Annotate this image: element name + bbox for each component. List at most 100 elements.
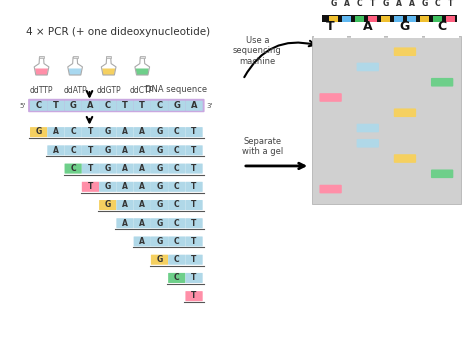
FancyBboxPatch shape xyxy=(185,145,203,155)
FancyBboxPatch shape xyxy=(168,200,185,210)
Text: G: G xyxy=(36,127,42,136)
Text: C: C xyxy=(174,200,180,209)
FancyBboxPatch shape xyxy=(185,255,203,265)
Text: C: C xyxy=(174,127,180,136)
Text: C: C xyxy=(105,102,111,110)
FancyBboxPatch shape xyxy=(134,145,151,155)
Text: T: T xyxy=(88,164,93,173)
Bar xyxy=(140,56,145,58)
FancyBboxPatch shape xyxy=(394,47,416,56)
FancyBboxPatch shape xyxy=(356,62,379,71)
FancyBboxPatch shape xyxy=(151,182,168,192)
Text: T: T xyxy=(191,292,197,300)
FancyBboxPatch shape xyxy=(151,255,168,265)
Text: G: G xyxy=(383,0,389,8)
FancyBboxPatch shape xyxy=(134,101,151,111)
FancyBboxPatch shape xyxy=(82,101,99,111)
Text: C: C xyxy=(70,127,76,136)
Text: T: T xyxy=(88,182,93,191)
Text: A: A xyxy=(122,146,128,155)
PathPatch shape xyxy=(102,68,115,75)
FancyBboxPatch shape xyxy=(185,200,203,210)
FancyBboxPatch shape xyxy=(185,182,203,192)
Text: G: G xyxy=(105,164,111,173)
FancyBboxPatch shape xyxy=(151,101,168,111)
FancyBboxPatch shape xyxy=(30,127,47,137)
Text: T: T xyxy=(191,273,197,282)
Bar xyxy=(322,15,457,22)
FancyBboxPatch shape xyxy=(168,127,185,137)
FancyBboxPatch shape xyxy=(116,182,134,192)
Bar xyxy=(314,27,347,38)
Text: G: G xyxy=(331,0,337,8)
FancyBboxPatch shape xyxy=(116,163,134,174)
Bar xyxy=(388,27,422,38)
Text: G: G xyxy=(156,255,163,264)
Text: A: A xyxy=(139,182,145,191)
FancyBboxPatch shape xyxy=(134,237,151,246)
FancyBboxPatch shape xyxy=(99,200,116,210)
Bar xyxy=(342,16,351,22)
Text: Separate
with a gel: Separate with a gel xyxy=(242,137,283,156)
FancyBboxPatch shape xyxy=(319,93,342,102)
FancyBboxPatch shape xyxy=(134,218,151,228)
FancyArrowPatch shape xyxy=(244,41,315,77)
Text: T: T xyxy=(191,255,197,264)
FancyBboxPatch shape xyxy=(99,127,116,137)
FancyBboxPatch shape xyxy=(116,218,134,228)
FancyBboxPatch shape xyxy=(151,218,168,228)
Text: T: T xyxy=(191,182,197,191)
Text: G: G xyxy=(156,237,163,246)
FancyBboxPatch shape xyxy=(185,291,203,301)
FancyBboxPatch shape xyxy=(168,101,185,111)
Text: ddCTP: ddCTP xyxy=(130,86,155,95)
Text: T: T xyxy=(191,237,197,246)
Text: A: A xyxy=(409,0,414,8)
Text: G: G xyxy=(156,219,163,228)
Text: T: T xyxy=(191,200,197,209)
Text: T: T xyxy=(191,127,197,136)
Text: T: T xyxy=(139,102,145,110)
FancyBboxPatch shape xyxy=(151,127,168,137)
FancyBboxPatch shape xyxy=(116,200,134,210)
Text: G: G xyxy=(173,102,180,110)
Text: C: C xyxy=(174,255,180,264)
Text: G: G xyxy=(105,146,111,155)
FancyBboxPatch shape xyxy=(356,124,379,132)
FancyBboxPatch shape xyxy=(82,127,99,137)
Text: ddGTP: ddGTP xyxy=(96,86,121,95)
Bar xyxy=(39,56,44,58)
FancyBboxPatch shape xyxy=(168,273,185,283)
FancyBboxPatch shape xyxy=(168,218,185,228)
Text: C: C xyxy=(435,0,440,8)
FancyBboxPatch shape xyxy=(394,108,416,117)
FancyBboxPatch shape xyxy=(47,127,64,137)
Bar xyxy=(73,56,78,58)
Text: G: G xyxy=(156,200,163,209)
Bar xyxy=(394,16,403,22)
Text: C: C xyxy=(357,0,363,8)
Text: A: A xyxy=(191,102,197,110)
Text: C: C xyxy=(174,237,180,246)
Text: C: C xyxy=(174,146,180,155)
Text: T: T xyxy=(191,146,197,155)
Bar xyxy=(426,27,459,38)
Text: A: A xyxy=(122,182,128,191)
PathPatch shape xyxy=(136,68,149,75)
Text: G: G xyxy=(105,200,111,209)
Text: A: A xyxy=(122,164,128,173)
Text: T: T xyxy=(53,102,59,110)
FancyBboxPatch shape xyxy=(64,127,82,137)
Text: G: G xyxy=(421,0,428,8)
PathPatch shape xyxy=(35,68,48,75)
FancyBboxPatch shape xyxy=(185,163,203,174)
Text: T: T xyxy=(88,127,93,136)
Text: G: G xyxy=(105,127,111,136)
Text: 5': 5' xyxy=(20,103,26,109)
Bar xyxy=(106,56,111,58)
Text: T: T xyxy=(370,0,375,8)
FancyBboxPatch shape xyxy=(64,145,82,155)
FancyBboxPatch shape xyxy=(356,139,379,148)
Text: C: C xyxy=(70,146,76,155)
FancyBboxPatch shape xyxy=(134,127,151,137)
